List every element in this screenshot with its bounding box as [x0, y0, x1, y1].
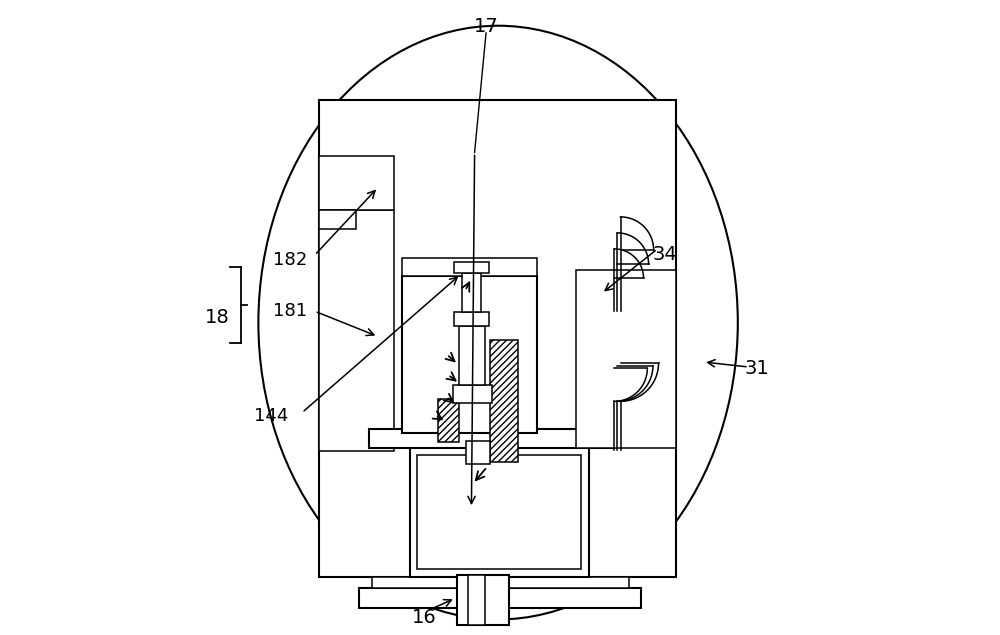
- Text: 34: 34: [653, 244, 677, 264]
- Bar: [438, 399, 459, 442]
- Bar: [468, 575, 485, 625]
- Bar: [490, 340, 518, 462]
- Text: 182: 182: [273, 251, 308, 269]
- Bar: [319, 156, 394, 210]
- Text: 181: 181: [273, 302, 308, 320]
- Bar: [454, 312, 489, 326]
- Bar: [369, 429, 613, 448]
- Bar: [402, 276, 537, 433]
- Bar: [453, 385, 492, 403]
- Bar: [466, 441, 490, 464]
- Bar: [410, 446, 589, 577]
- Text: 18: 18: [205, 308, 230, 327]
- Text: 31: 31: [745, 359, 770, 378]
- Bar: [372, 577, 629, 588]
- Bar: [319, 210, 394, 451]
- Bar: [417, 455, 581, 569]
- Bar: [462, 273, 481, 312]
- Bar: [454, 262, 489, 273]
- Bar: [576, 270, 676, 448]
- Bar: [319, 100, 676, 577]
- Ellipse shape: [258, 25, 738, 620]
- Text: 16: 16: [411, 608, 436, 627]
- Bar: [359, 588, 641, 608]
- Bar: [457, 575, 509, 625]
- Text: 17: 17: [474, 17, 498, 36]
- Bar: [319, 210, 356, 229]
- Bar: [459, 326, 485, 385]
- Bar: [402, 258, 537, 276]
- Text: 144: 144: [254, 407, 289, 425]
